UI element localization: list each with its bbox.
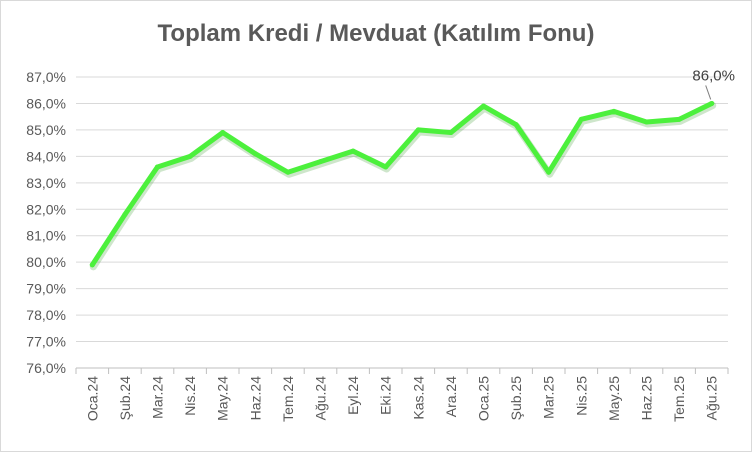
data-point [611,108,617,114]
x-tick-label: Şub.25 [508,376,524,421]
data-label-leader [705,85,712,100]
y-tick-label: 82,0% [26,201,66,217]
data-point [546,169,552,175]
data-point [383,164,389,170]
x-tick-labels: Oca.24 Şub.24 Mar.24 Nis.24 May.24 Haz.24 Tem.… [84,376,719,422]
y-tick-label: 86,0% [26,95,66,111]
x-tick-label: Mar.25 [541,376,557,419]
x-tick-label: Haz.24 [247,376,263,421]
data-point [448,130,454,136]
y-tick-label: 84,0% [26,148,66,164]
x-tick-label: Oca.25 [476,376,492,421]
x-tick-label: Mar.24 [150,376,166,419]
x-tick-label: Ağu.25 [704,376,720,421]
data-label: 86,0% [692,67,735,84]
data-labels: 86,0% [692,67,735,100]
y-tick-label: 77,0% [26,334,66,350]
x-tick-label: Şub.24 [117,376,133,421]
x-tick-label: Eyl.24 [345,376,361,415]
y-tick-labels: 76,0% 77,0% 78,0% 79,0% 80,0% 81,0% 82,0% 83,0%… [26,69,66,376]
data-point [155,164,160,170]
data-point [252,151,258,157]
x-tick-label: Tem.25 [671,376,687,422]
data-point [122,212,128,218]
data-point [481,103,486,109]
x-tick-label: Ara.24 [443,376,459,417]
y-tick-label: 87,0% [26,69,66,85]
data-point [415,127,421,133]
data-point [89,262,95,268]
data-point [187,153,193,159]
series-group [89,100,717,271]
x-tick-label: Eki.24 [378,376,394,415]
data-point [709,100,715,106]
x-tick-label: Nis.25 [573,376,589,416]
x-tick-label: May.24 [215,376,231,421]
axes [75,367,729,374]
x-tick-label: May.25 [606,376,622,421]
y-tick-label: 83,0% [26,175,66,191]
x-tick-label: Tem.24 [280,376,296,422]
y-tick-label: 80,0% [26,254,66,270]
data-point [318,159,323,165]
x-tick-label: Kas.24 [410,376,426,420]
data-point [578,116,584,122]
y-tick-label: 81,0% [26,228,66,244]
series-line [89,100,715,268]
y-tick-label: 76,0% [26,360,66,376]
y-tick-label: 79,0% [26,281,66,297]
chart-title: Toplam Kredi / Mevduat (Katılım Fonu) [157,20,595,47]
x-tick-label: Oca.24 [84,376,100,421]
gridlines [76,76,728,369]
data-point [220,130,226,136]
data-point [676,116,682,122]
data-point [285,169,291,175]
data-point [350,148,356,154]
y-tick-label: 85,0% [26,122,66,138]
x-tick-label: Ağu.24 [313,376,329,421]
x-tick-label: Nis.24 [182,376,198,416]
x-tick-label: Haz.25 [639,376,655,421]
y-tick-label: 78,0% [26,307,66,323]
data-point [644,119,649,125]
data-point [513,122,519,128]
